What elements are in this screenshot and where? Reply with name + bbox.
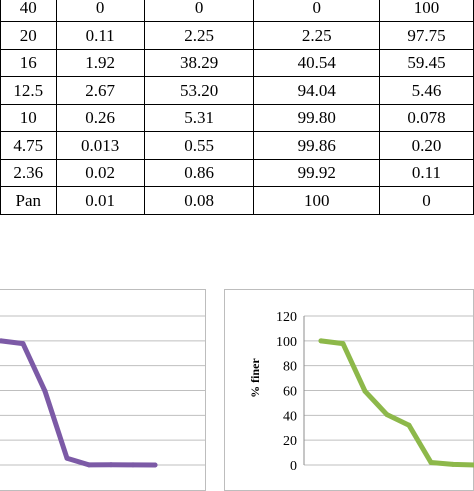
table-cell: 0.55	[144, 132, 254, 160]
data-point	[21, 341, 26, 346]
series-line	[1, 341, 155, 465]
series-line	[321, 341, 474, 465]
table-cell: 0.078	[379, 104, 473, 132]
table-cell: 5.46	[379, 77, 473, 105]
table-cell: 0.26	[56, 104, 144, 132]
data-point	[407, 423, 412, 428]
data-point	[451, 462, 456, 467]
table-cell: 100	[379, 0, 473, 22]
table-cell: 0.11	[379, 159, 473, 187]
table-cell: 2.36	[1, 159, 57, 187]
table-cell: 1.92	[56, 49, 144, 77]
table-cell: 10	[1, 104, 57, 132]
left-chart-frame	[0, 289, 206, 491]
table-cell: 5.31	[144, 104, 254, 132]
data-point	[341, 341, 346, 346]
right-chart-frame: 0 20 40 60 80 100 120 % finer	[224, 289, 474, 491]
data-point	[131, 462, 136, 467]
table-cell: 99.80	[254, 104, 379, 132]
table-cell: 2.67	[56, 77, 144, 105]
table-cell: 59.45	[379, 49, 473, 77]
table-cell: 16	[1, 49, 57, 77]
table-cell: 0	[144, 0, 254, 22]
table-cell: 53.20	[144, 77, 254, 105]
y-tick-label: 80	[283, 360, 297, 375]
table-cell: 0.01	[56, 187, 144, 215]
table-cell: 0	[56, 0, 144, 22]
table-cell: 0.08	[144, 187, 254, 215]
table-cell: 2.25	[254, 22, 379, 50]
table-cell: 4.75	[1, 132, 57, 160]
table-cell: 40.54	[254, 49, 379, 77]
table-cell: 99.92	[254, 159, 379, 187]
table-cell: Pan	[1, 187, 57, 215]
data-point	[65, 456, 70, 461]
table-cell: 99.86	[254, 132, 379, 160]
data-point	[319, 338, 324, 343]
left-line-chart	[0, 290, 205, 490]
table-cell: 0	[379, 187, 473, 215]
table-cell: 100	[254, 187, 379, 215]
data-point	[87, 462, 92, 467]
table-cell: 40	[1, 0, 57, 22]
table-cell: 38.29	[144, 49, 254, 77]
y-tick-label: 20	[283, 434, 297, 449]
table-cell: 0.20	[379, 132, 473, 160]
data-point	[43, 389, 48, 394]
data-point	[429, 460, 434, 465]
y-tick-label: 40	[283, 409, 297, 424]
table-cell: 97.75	[379, 22, 473, 50]
table-cell: 0.013	[56, 132, 144, 160]
right-line-chart: 0 20 40 60 80 100 120 % finer	[225, 290, 473, 490]
y-tick-label: 100	[276, 335, 297, 350]
table-cell: 0	[254, 0, 379, 22]
table-cell: 12.5	[1, 77, 57, 105]
y-tick-label: 60	[283, 385, 297, 400]
data-point	[363, 389, 368, 394]
table-cell: 94.04	[254, 77, 379, 105]
data-point	[153, 463, 158, 468]
table-cell: 0.86	[144, 159, 254, 187]
data-point	[109, 462, 114, 467]
data-point	[385, 412, 390, 417]
table-cell: 20	[1, 22, 57, 50]
table-cell: 2.25	[144, 22, 254, 50]
table-cell: 0.02	[56, 159, 144, 187]
y-tick-label: 120	[276, 310, 297, 325]
table-cell: 0.11	[56, 22, 144, 50]
y-axis-title: % finer	[248, 358, 262, 398]
y-tick-label: 0	[290, 459, 297, 474]
